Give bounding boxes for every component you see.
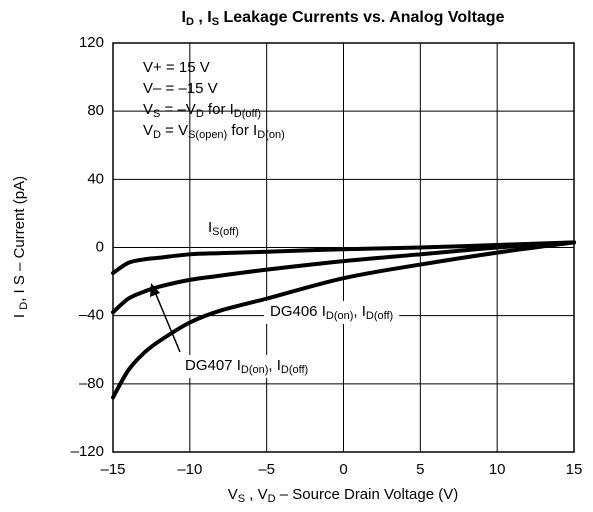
annotation: VS = –VD for ID(off) xyxy=(143,101,261,120)
x-axis-label-part: , V xyxy=(245,486,268,503)
annotation-part: D xyxy=(196,108,204,120)
series-label-part: I xyxy=(208,219,212,236)
annotation-part: S xyxy=(153,108,160,120)
series-label-part: , I xyxy=(268,357,281,374)
series-label-part: DG407 I xyxy=(185,357,241,374)
annotation-part: V xyxy=(143,101,153,118)
annotation-part: D xyxy=(153,129,161,141)
x-tick-label: 0 xyxy=(339,461,347,478)
annotation-part: = –V xyxy=(160,101,195,118)
series-label: DG407 ID(on), ID(off) xyxy=(185,357,308,376)
x-tick-label: –15 xyxy=(100,461,125,478)
series-label: IS(off) xyxy=(208,219,239,238)
series-label-part: D(on) xyxy=(241,364,269,376)
annotation: V+ = 15 V xyxy=(143,59,210,76)
x-axis-label-part: D xyxy=(268,493,276,505)
annotation-part: for I xyxy=(227,122,257,139)
series-label-part: D(off) xyxy=(366,310,393,322)
annotation: V– = –15 V xyxy=(143,80,218,97)
y-tick-label: –120 xyxy=(71,443,104,460)
y-tick-label: 0 xyxy=(96,238,104,255)
chart-title-part: D xyxy=(186,16,194,28)
series-line xyxy=(111,240,576,315)
y-tick-label: 120 xyxy=(79,34,104,51)
chart-title-part: I xyxy=(182,9,186,26)
y-tick-label: –80 xyxy=(79,375,104,392)
series-label-part: D(on) xyxy=(326,310,354,322)
annotation: VD = VS(open) for ID(on) xyxy=(143,122,285,141)
label-background xyxy=(264,300,400,324)
series-line xyxy=(111,240,576,276)
series-line xyxy=(111,240,576,400)
chart-title: ID , IS Leakage Currents vs. Analog Volt… xyxy=(182,9,505,28)
series-label-part: D(off) xyxy=(281,364,308,376)
x-tick-label: 10 xyxy=(489,461,506,478)
series-label-part: , I xyxy=(353,303,366,320)
chart-title-part: Leakage Currents vs. Analog Voltage xyxy=(219,9,505,26)
annotation-part: V– = –15 V xyxy=(143,80,218,97)
x-tick-label: –5 xyxy=(258,461,275,478)
chart-title-part: S xyxy=(212,16,219,28)
x-axis-label-part: – Source Drain Voltage (V) xyxy=(276,486,459,503)
texts: –120 –80 –40 0 40 80 120 –15 –10 –5 0 5 10 15 ID , IS … xyxy=(11,9,582,505)
x-tick-label: 5 xyxy=(416,461,424,478)
annotation-part: V xyxy=(143,122,153,139)
series-label-part: DG406 I xyxy=(270,303,326,320)
y-axis-label-part: D xyxy=(18,302,30,310)
x-tick-label: 15 xyxy=(566,461,583,478)
annotation-part: D(on) xyxy=(257,129,285,141)
callout-arrow xyxy=(154,291,181,353)
arrow-head xyxy=(150,283,160,297)
x-tick-label: –10 xyxy=(177,461,202,478)
x-axis-label-part: V xyxy=(228,486,238,503)
plot-frame xyxy=(112,42,575,453)
annotation-part: V+ = 15 V xyxy=(143,59,210,76)
y-tick-label: 80 xyxy=(87,102,104,119)
y-axis-label: I D, I S – Current (pA) xyxy=(11,176,30,318)
y-axis-label-part: , I S – Current (pA) xyxy=(11,176,28,302)
annotation-part: D(off) xyxy=(234,108,261,120)
chart-title-part: , I xyxy=(194,9,212,26)
annotation-part: S(open) xyxy=(188,129,227,141)
x-axis-label: VS , VD – Source Drain Voltage (V) xyxy=(228,486,458,505)
annotation-part: = V xyxy=(161,122,188,139)
label-background xyxy=(179,354,315,378)
y-axis-label-part: I xyxy=(11,310,28,318)
y-tick-label: –40 xyxy=(79,307,104,324)
curves xyxy=(111,240,576,400)
series-label: DG406 ID(on), ID(off) xyxy=(270,303,393,322)
label-background xyxy=(202,216,245,240)
series-label-part: S(off) xyxy=(212,226,239,238)
x-axis-label-part: S xyxy=(238,493,245,505)
y-tick-label: 40 xyxy=(87,170,104,187)
annotation-part: for I xyxy=(204,101,234,118)
